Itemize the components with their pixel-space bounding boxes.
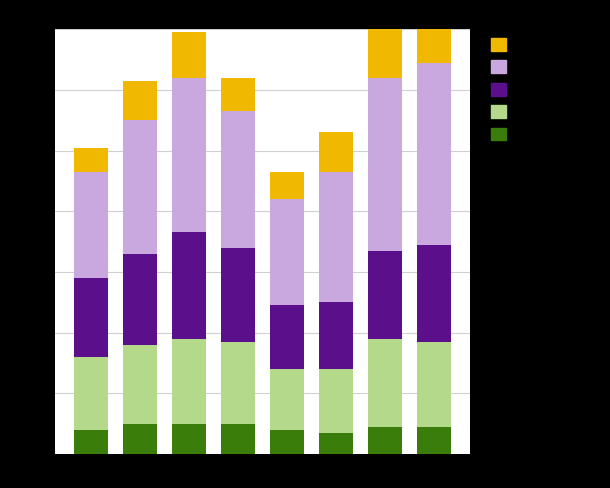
Bar bbox=[74, 278, 108, 357]
Bar bbox=[270, 429, 304, 454]
Bar bbox=[123, 254, 157, 345]
Bar bbox=[171, 339, 206, 424]
Bar bbox=[123, 424, 157, 454]
Bar bbox=[74, 429, 108, 454]
Bar bbox=[221, 78, 255, 111]
Bar bbox=[417, 427, 451, 454]
Bar bbox=[417, 2, 451, 62]
Legend: 3 000-, 1 000-2 999, 500-999, 200-499, -199: 3 000-, 1 000-2 999, 500-999, 200-499, -… bbox=[489, 36, 594, 143]
Bar bbox=[74, 147, 108, 172]
Bar bbox=[318, 369, 353, 432]
Bar bbox=[171, 78, 206, 232]
Bar bbox=[221, 342, 255, 424]
Bar bbox=[270, 369, 304, 429]
Bar bbox=[74, 172, 108, 278]
Bar bbox=[171, 32, 206, 78]
Bar bbox=[368, 78, 402, 251]
Bar bbox=[368, 251, 402, 339]
Bar bbox=[318, 172, 353, 302]
Bar bbox=[221, 424, 255, 454]
Bar bbox=[318, 132, 353, 172]
Bar bbox=[123, 120, 157, 254]
Bar bbox=[318, 432, 353, 454]
Bar bbox=[417, 244, 451, 342]
Bar bbox=[171, 232, 206, 339]
Bar bbox=[368, 8, 402, 78]
Bar bbox=[74, 357, 108, 429]
Bar bbox=[270, 305, 304, 369]
Bar bbox=[221, 247, 255, 342]
Bar bbox=[417, 342, 451, 427]
Bar bbox=[417, 62, 451, 244]
Bar bbox=[368, 427, 402, 454]
Bar bbox=[368, 339, 402, 427]
Bar bbox=[270, 172, 304, 199]
Bar bbox=[318, 302, 353, 369]
Bar bbox=[270, 199, 304, 305]
Bar bbox=[221, 111, 255, 247]
Bar bbox=[171, 424, 206, 454]
Bar bbox=[123, 345, 157, 424]
Bar bbox=[123, 81, 157, 120]
